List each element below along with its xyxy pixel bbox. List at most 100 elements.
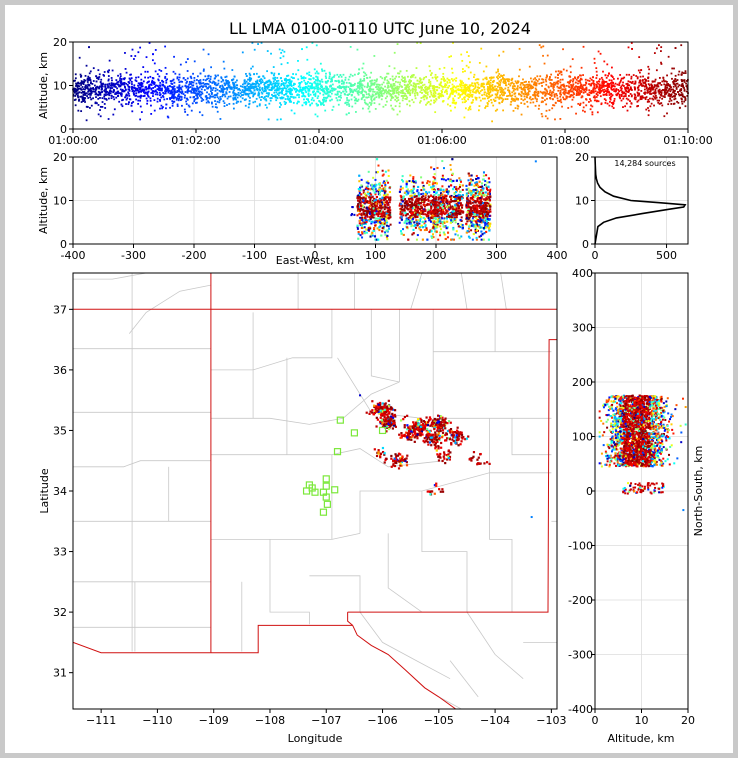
source-point <box>433 87 436 90</box>
source-point <box>313 90 315 93</box>
source-point <box>561 78 564 81</box>
source-point <box>140 95 143 97</box>
source-point <box>400 78 403 81</box>
source-point <box>110 82 113 84</box>
source-point <box>287 79 290 81</box>
source-point <box>398 110 401 113</box>
source-point <box>454 102 457 105</box>
source-point <box>384 77 386 80</box>
source-point <box>133 87 136 89</box>
source-point <box>204 79 207 82</box>
source-point <box>139 88 141 91</box>
source-point <box>673 102 676 105</box>
source-point <box>130 55 133 57</box>
source-point <box>260 81 262 83</box>
source-point <box>545 74 548 77</box>
source-point <box>85 119 88 122</box>
source-point <box>430 99 433 102</box>
source-point <box>582 101 585 104</box>
source-point <box>546 97 548 100</box>
source-point <box>75 90 78 93</box>
source-point <box>486 95 488 98</box>
source-point <box>498 76 501 79</box>
source-point <box>145 88 148 91</box>
source-point <box>471 82 474 85</box>
source-point <box>143 94 146 97</box>
source-point <box>612 107 615 109</box>
source-point <box>590 89 593 92</box>
source-point <box>308 100 310 103</box>
source-point <box>613 88 615 91</box>
source-point <box>462 70 464 73</box>
source-point <box>186 90 189 93</box>
source-point <box>349 73 352 76</box>
source-point <box>166 85 169 88</box>
source-point <box>155 84 157 87</box>
source-point <box>648 88 651 90</box>
source-point <box>419 77 421 80</box>
source-point <box>608 72 610 75</box>
source-point <box>434 95 437 97</box>
source-point <box>439 83 442 85</box>
source-point <box>178 76 181 79</box>
source-point <box>344 89 347 92</box>
source-point <box>457 93 460 96</box>
source-point <box>182 93 185 95</box>
source-point <box>257 91 260 94</box>
source-point <box>303 101 306 104</box>
source-point <box>295 73 297 76</box>
source-point <box>411 88 414 91</box>
source-point <box>425 103 427 106</box>
source-point <box>188 105 191 108</box>
source-point <box>215 75 217 78</box>
source-point <box>592 76 594 79</box>
source-point <box>576 90 578 93</box>
source-point <box>647 107 649 109</box>
source-point <box>658 44 660 47</box>
source-point <box>502 109 505 112</box>
source-point <box>410 80 412 82</box>
source-point <box>255 72 258 75</box>
source-point <box>673 92 676 95</box>
source-point <box>457 89 460 92</box>
source-point <box>473 76 475 79</box>
source-point <box>394 98 397 101</box>
source-point <box>467 95 470 98</box>
source-point <box>187 85 190 88</box>
source-point <box>425 97 428 100</box>
source-point <box>577 75 580 78</box>
source-point <box>125 71 128 74</box>
source-point <box>559 86 562 89</box>
source-point <box>574 86 576 89</box>
source-point <box>105 98 108 100</box>
source-point <box>170 91 172 94</box>
source-point <box>193 79 196 82</box>
source-point <box>401 99 404 102</box>
source-point <box>538 104 541 107</box>
source-point <box>538 44 541 47</box>
source-point <box>484 77 487 80</box>
source-point <box>456 85 459 88</box>
source-point <box>274 94 277 97</box>
time-tick-label: 01:04:00 <box>294 134 343 147</box>
source-point <box>363 85 366 88</box>
source-point <box>113 98 116 101</box>
source-point <box>534 87 537 90</box>
source-point <box>630 102 633 105</box>
source-point <box>408 88 411 91</box>
source-point <box>312 99 315 102</box>
source-point <box>414 97 417 100</box>
source-point <box>642 75 644 78</box>
source-point <box>95 80 98 83</box>
source-point <box>288 78 291 81</box>
source-point <box>359 84 362 87</box>
source-point <box>366 83 369 86</box>
source-point <box>353 96 356 99</box>
source-point <box>349 88 351 91</box>
source-point <box>517 98 519 101</box>
source-point <box>460 84 463 86</box>
source-point <box>480 85 483 88</box>
source-point <box>627 46 630 49</box>
source-point <box>289 92 292 95</box>
source-point <box>315 70 318 73</box>
